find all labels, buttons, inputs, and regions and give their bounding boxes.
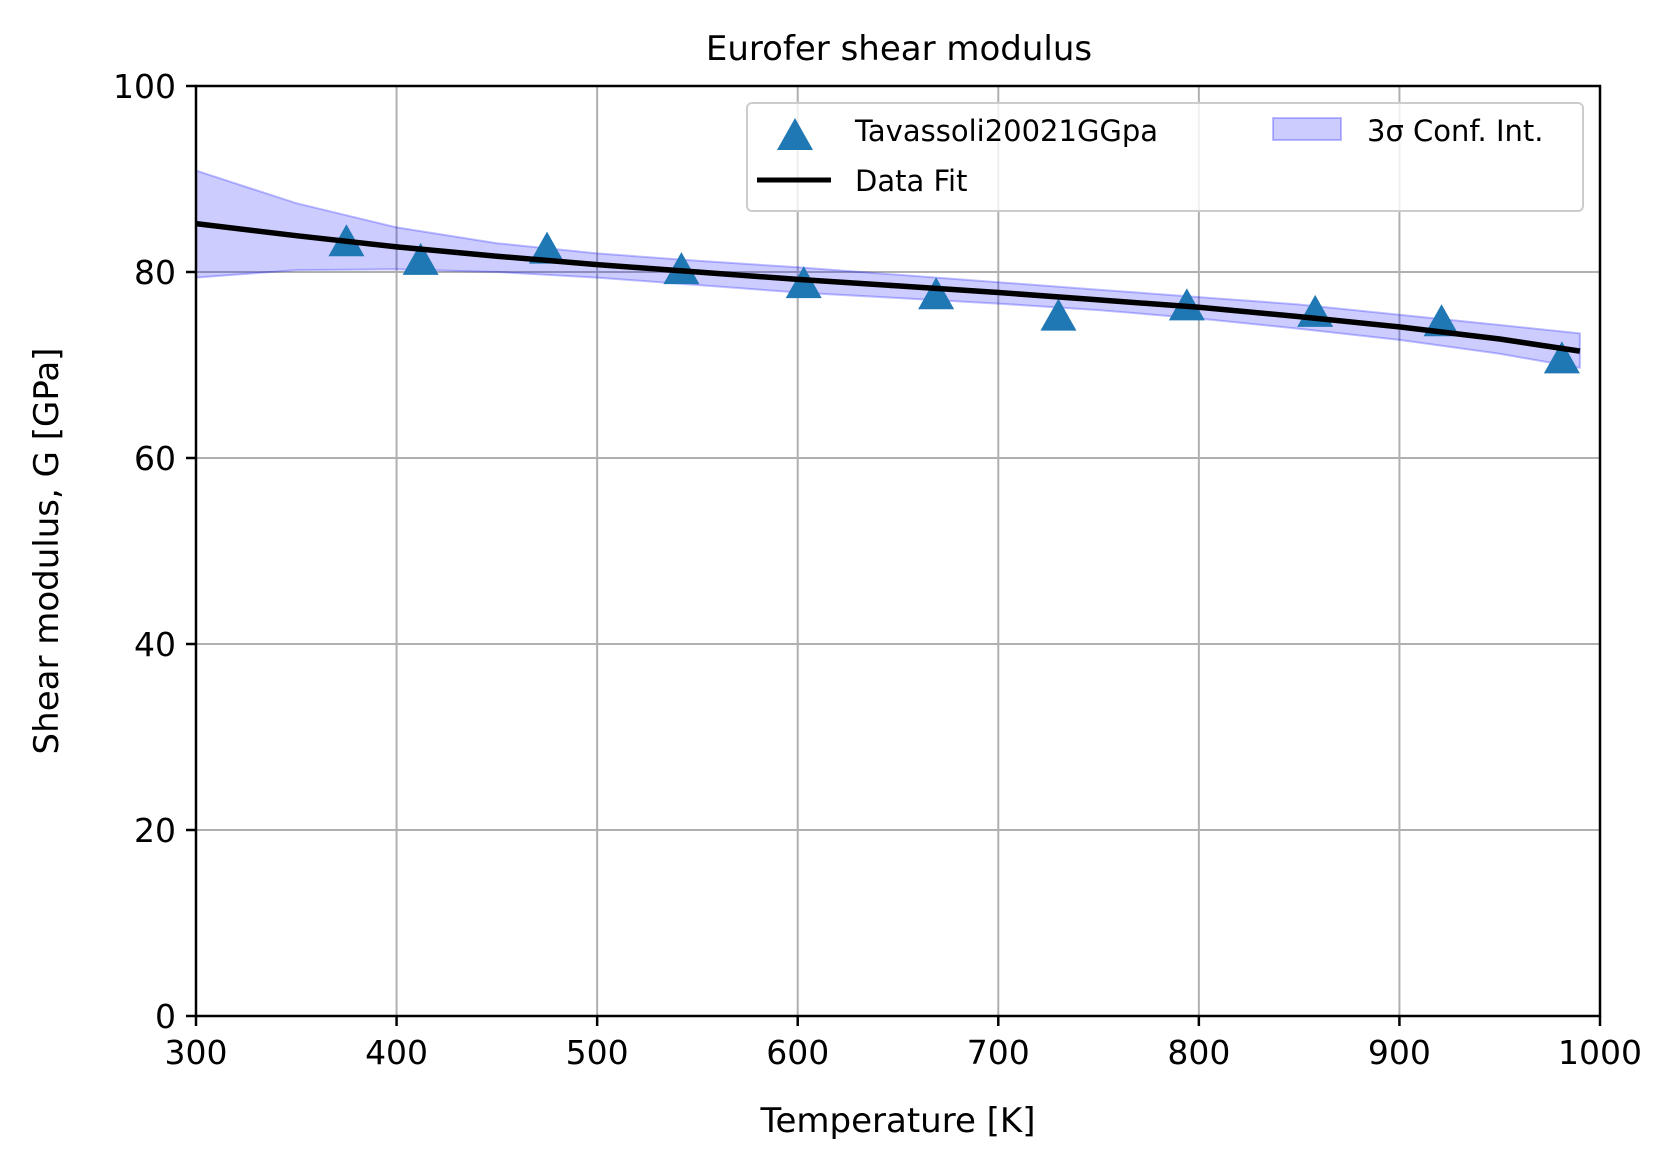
plot-area	[195, 169, 1581, 374]
data-point-6	[1040, 298, 1077, 331]
y-tick-label-5: 100	[113, 67, 176, 106]
x-tick-label-5: 800	[1167, 1033, 1230, 1072]
y-tick-label-3: 60	[134, 439, 176, 478]
y-axis-label: Shear modulus, G [GPa]	[27, 348, 67, 755]
y-tick-label-1: 20	[134, 811, 176, 850]
x-axis-label: Temperature [K]	[759, 1101, 1035, 1141]
legend-band-swatch	[1272, 117, 1342, 141]
data-point-10	[1543, 341, 1580, 374]
confidence-band-layer	[195, 169, 1581, 369]
y-tick-label-2: 40	[134, 625, 176, 664]
legend-label-band: 3σ Conf. Int.	[1367, 114, 1543, 148]
chart-title: Eurofer shear modulus	[706, 29, 1092, 69]
x-tick-label-1: 400	[365, 1033, 428, 1072]
data-point-5	[918, 277, 955, 310]
x-tick-label-7: 1000	[1558, 1033, 1642, 1072]
data-point-2	[529, 231, 565, 264]
x-tick-label-2: 500	[566, 1033, 629, 1072]
legend: Tavassoli20021GGpa Data Fit 3σ Conf. Int…	[746, 102, 1584, 212]
x-tick-label-6: 900	[1368, 1033, 1431, 1072]
x-tick-label-0: 300	[165, 1033, 228, 1072]
legend-box	[746, 102, 1584, 212]
x-axis-ticks: 300 400 500 600 700 800 900 1000	[165, 1016, 1642, 1072]
y-tick-label-0: 0	[155, 997, 176, 1036]
legend-triangle-marker	[777, 118, 813, 150]
x-tick-label-4: 700	[967, 1033, 1030, 1072]
confidence-band	[195, 169, 1581, 369]
legend-label-scatter: Tavassoli20021GGpa	[854, 114, 1158, 148]
y-tick-label-4: 80	[134, 253, 176, 292]
y-axis-ticks: 0 20 40 60 80 100	[113, 67, 196, 1036]
plot-frame	[194, 84, 1602, 1018]
x-tick-label-3: 600	[766, 1033, 829, 1072]
fit-line	[195, 220, 1581, 354]
legend-label-fit: Data Fit	[855, 164, 967, 198]
fit-line-layer	[195, 220, 1581, 354]
data-point-1	[402, 242, 439, 275]
